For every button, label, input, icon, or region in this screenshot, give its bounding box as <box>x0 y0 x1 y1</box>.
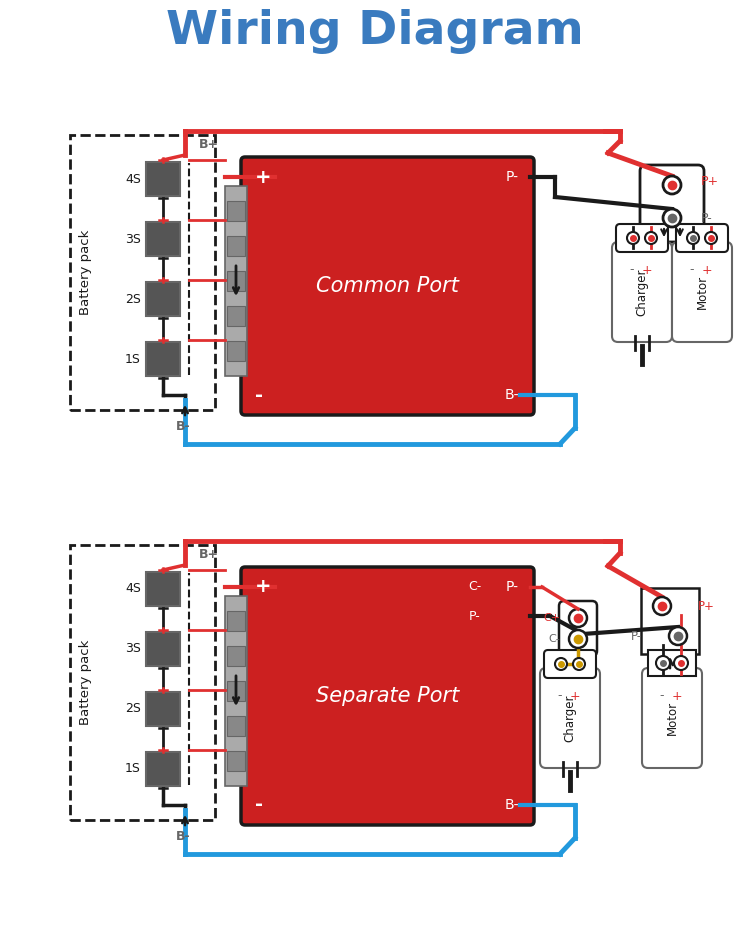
Text: C-: C- <box>548 634 560 644</box>
Text: Battery pack: Battery pack <box>80 640 92 726</box>
Text: -: - <box>690 263 694 277</box>
Text: +: + <box>255 167 272 186</box>
Circle shape <box>627 232 639 244</box>
FancyBboxPatch shape <box>241 567 534 825</box>
Circle shape <box>674 656 688 670</box>
Circle shape <box>663 176 681 194</box>
FancyBboxPatch shape <box>540 668 600 768</box>
Circle shape <box>569 609 587 627</box>
FancyBboxPatch shape <box>146 692 180 726</box>
Text: 4S: 4S <box>125 172 141 185</box>
FancyBboxPatch shape <box>648 650 696 676</box>
Text: P-: P- <box>506 580 518 594</box>
FancyBboxPatch shape <box>146 342 180 376</box>
Text: 4S: 4S <box>125 582 141 596</box>
FancyBboxPatch shape <box>227 751 245 771</box>
Circle shape <box>705 232 717 244</box>
Text: P-: P- <box>701 212 712 225</box>
FancyBboxPatch shape <box>641 588 699 654</box>
Text: +: + <box>702 263 712 277</box>
Text: P-: P- <box>506 170 518 184</box>
Text: Charger: Charger <box>563 694 577 742</box>
FancyBboxPatch shape <box>612 242 672 342</box>
Circle shape <box>573 658 585 670</box>
Text: +: + <box>642 263 652 277</box>
Text: -: - <box>660 690 664 703</box>
Text: 2S: 2S <box>125 703 141 715</box>
Circle shape <box>687 232 699 244</box>
Text: Battery pack: Battery pack <box>80 230 92 315</box>
FancyBboxPatch shape <box>227 271 245 291</box>
FancyBboxPatch shape <box>146 162 180 196</box>
FancyBboxPatch shape <box>227 341 245 361</box>
FancyBboxPatch shape <box>227 201 245 221</box>
FancyBboxPatch shape <box>642 668 702 768</box>
Circle shape <box>555 658 567 670</box>
Text: Motor: Motor <box>665 701 679 735</box>
FancyBboxPatch shape <box>672 242 732 342</box>
Text: B-: B- <box>176 830 190 843</box>
Text: 3S: 3S <box>125 643 141 656</box>
Text: Wiring Diagram: Wiring Diagram <box>166 8 584 54</box>
Text: +: + <box>672 690 682 703</box>
FancyBboxPatch shape <box>227 306 245 326</box>
Text: B+: B+ <box>199 548 219 561</box>
Text: Common Port: Common Port <box>316 276 459 296</box>
Text: Separate Port: Separate Port <box>316 686 459 706</box>
FancyBboxPatch shape <box>640 165 704 242</box>
FancyBboxPatch shape <box>227 681 245 701</box>
FancyBboxPatch shape <box>225 596 247 786</box>
Text: -: - <box>558 690 562 703</box>
Text: 3S: 3S <box>125 232 141 246</box>
Circle shape <box>653 597 671 615</box>
FancyBboxPatch shape <box>227 646 245 666</box>
FancyBboxPatch shape <box>227 236 245 256</box>
Circle shape <box>569 630 587 648</box>
Text: P-: P- <box>470 610 481 623</box>
Text: 2S: 2S <box>125 293 141 306</box>
Text: B+: B+ <box>199 138 219 151</box>
Text: B-: B- <box>176 420 190 433</box>
Text: Motor: Motor <box>695 275 709 309</box>
FancyBboxPatch shape <box>146 572 180 606</box>
Circle shape <box>663 209 681 227</box>
FancyBboxPatch shape <box>146 752 180 786</box>
Text: Charger: Charger <box>635 268 649 316</box>
FancyBboxPatch shape <box>227 611 245 631</box>
Text: P-: P- <box>631 630 642 643</box>
FancyBboxPatch shape <box>225 186 247 376</box>
Text: -: - <box>630 263 634 277</box>
Text: +: + <box>570 690 580 703</box>
Circle shape <box>656 656 670 670</box>
Text: P+: P+ <box>701 174 719 187</box>
Circle shape <box>669 627 687 645</box>
Text: -: - <box>255 795 263 815</box>
FancyBboxPatch shape <box>146 282 180 316</box>
FancyBboxPatch shape <box>146 222 180 256</box>
FancyBboxPatch shape <box>676 224 728 252</box>
FancyBboxPatch shape <box>146 632 180 666</box>
FancyBboxPatch shape <box>616 224 668 252</box>
Text: 1S: 1S <box>125 353 141 365</box>
Text: B-: B- <box>505 798 519 812</box>
Text: +: + <box>255 578 272 597</box>
Text: 1S: 1S <box>125 762 141 775</box>
FancyBboxPatch shape <box>544 650 596 678</box>
Text: C+: C+ <box>543 613 560 623</box>
FancyBboxPatch shape <box>241 157 534 415</box>
FancyBboxPatch shape <box>559 601 597 656</box>
Circle shape <box>645 232 657 244</box>
FancyBboxPatch shape <box>227 716 245 736</box>
Text: B-: B- <box>505 388 519 402</box>
Text: C-: C- <box>468 581 482 594</box>
Text: P+: P+ <box>698 599 715 613</box>
Text: -: - <box>255 386 263 405</box>
